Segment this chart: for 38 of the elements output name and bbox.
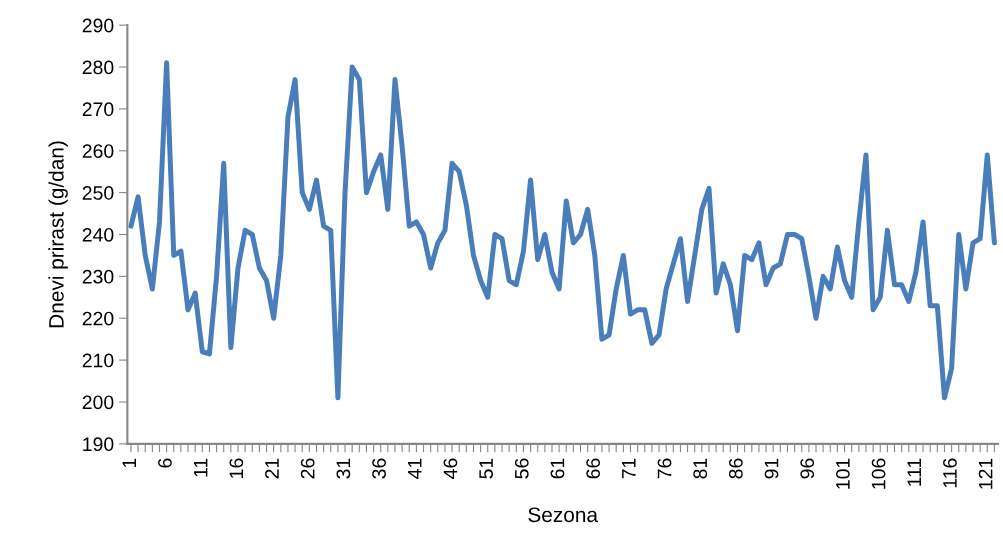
x-tick-label: 111: [907, 458, 921, 486]
y-tick-label: 220: [82, 311, 114, 326]
x-tick-label: 11: [193, 458, 208, 477]
x-tick-label: 106: [871, 458, 886, 489]
y-tick-label: 190: [83, 437, 114, 452]
y-tick-label: 210: [82, 353, 114, 368]
y-tick-label: 200: [82, 395, 114, 410]
y-tick-label: 230: [82, 269, 114, 284]
x-tick-label: 16: [229, 458, 244, 478]
x-tick-label: 1: [122, 458, 136, 468]
x-axis-title: Sezona: [528, 507, 599, 523]
x-tick-label: 76: [657, 458, 672, 479]
y-tick-label: 260: [82, 144, 114, 158]
y-tick-label: 240: [82, 227, 114, 242]
x-tick-label: 56: [514, 458, 529, 479]
x-tick-label: 31: [336, 458, 351, 479]
x-tick-label: 26: [300, 458, 315, 479]
x-tick-label: 101: [836, 458, 850, 489]
x-tick-label: 86: [728, 458, 743, 479]
x-tick-label: 66: [586, 458, 601, 479]
y-tick-label: 280: [82, 60, 114, 75]
y-axis-title: Dnevi prirast (g/dan): [48, 141, 68, 328]
x-tick-label: 21: [265, 458, 279, 479]
y-tick-label: 270: [82, 102, 114, 117]
x-tick-label: 71: [622, 458, 636, 479]
x-tick-label: 6: [158, 458, 172, 468]
x-tick-label: 91: [764, 458, 779, 479]
x-tick-label: 96: [800, 458, 815, 479]
x-tick-label: 61: [550, 458, 565, 479]
x-tick-label: 46: [443, 458, 458, 479]
x-tick-label: 121: [978, 458, 993, 489]
y-tick-label: 290: [82, 18, 114, 33]
x-tick-label: 36: [372, 458, 386, 479]
x-tick-label: 81: [693, 458, 708, 479]
x-tick-label: 51: [479, 458, 493, 479]
y-tick-label: 250: [82, 186, 114, 200]
x-tick-label: 41: [408, 458, 422, 479]
x-tick-label: 116: [943, 458, 957, 488]
